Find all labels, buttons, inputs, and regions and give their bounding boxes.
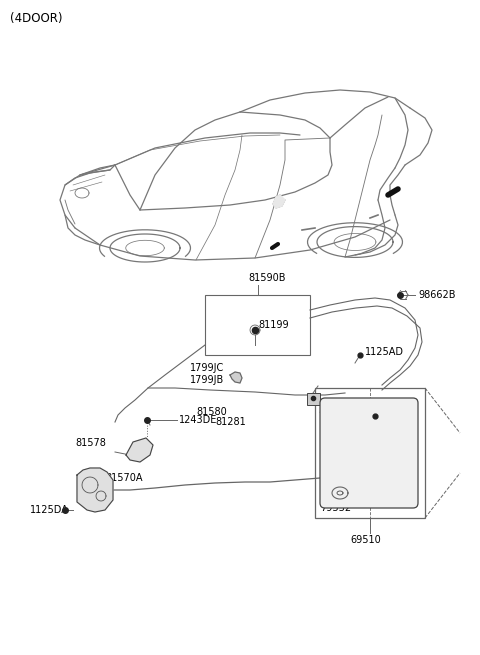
Text: 69510: 69510 (350, 535, 381, 545)
Text: 81281: 81281 (215, 417, 246, 427)
Bar (205, 295, 310, 355)
FancyBboxPatch shape (320, 398, 418, 508)
Text: 98662B: 98662B (418, 290, 456, 300)
Text: 81578: 81578 (75, 438, 106, 448)
Text: 87551: 87551 (380, 399, 411, 409)
Text: 81590B: 81590B (248, 273, 286, 283)
Bar (307, 393, 320, 405)
Polygon shape (77, 468, 113, 512)
Text: 79552: 79552 (320, 503, 351, 513)
Text: 81199: 81199 (258, 320, 288, 330)
Bar (315, 388, 425, 518)
Polygon shape (230, 372, 242, 383)
Text: 81570A: 81570A (105, 473, 143, 483)
Text: 1799JB: 1799JB (190, 375, 224, 385)
Text: 58752R: 58752R (318, 405, 356, 415)
Text: 1243DE: 1243DE (179, 415, 217, 425)
Text: 81580: 81580 (196, 407, 227, 417)
Text: (4DOOR): (4DOOR) (10, 12, 62, 25)
Polygon shape (273, 195, 285, 208)
Polygon shape (126, 438, 153, 462)
Text: 1799JC: 1799JC (190, 363, 224, 373)
Text: 1125AD: 1125AD (365, 347, 404, 357)
Text: 1125DA: 1125DA (30, 505, 69, 515)
